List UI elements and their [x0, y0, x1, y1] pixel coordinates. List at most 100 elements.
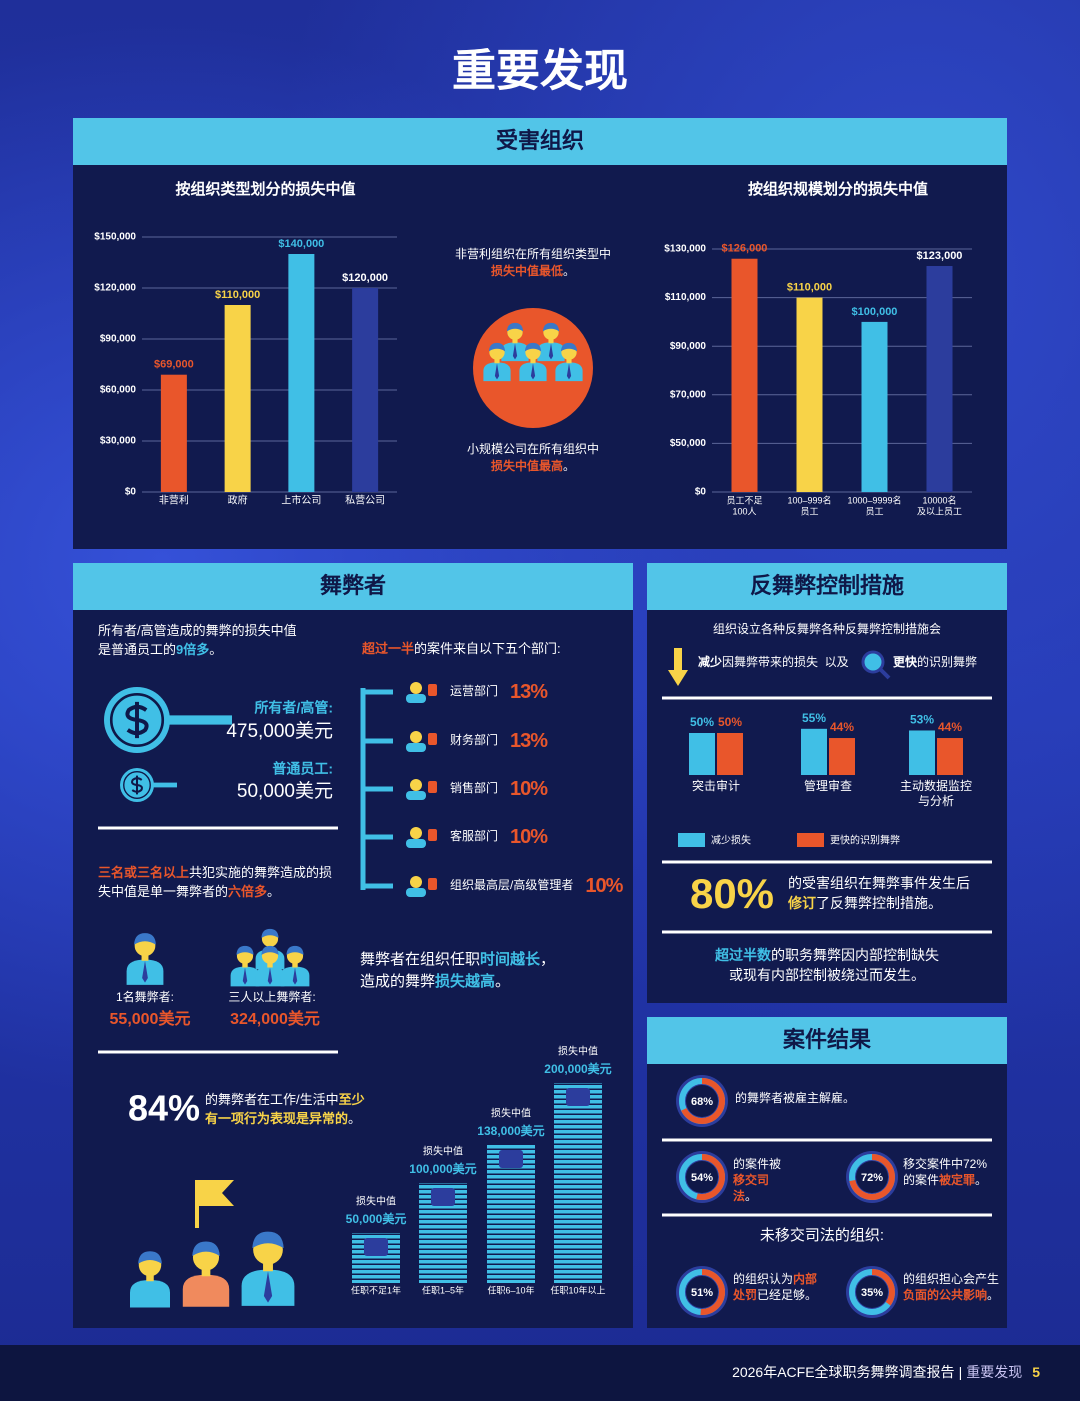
- text-segment: 负面的公共影响: [903, 1288, 988, 1302]
- text-segment: 。: [267, 883, 281, 899]
- person-hair: [236, 945, 254, 955]
- text-segment: 。: [975, 1173, 988, 1187]
- person-icon: [519, 342, 547, 382]
- person-hair: [506, 322, 524, 332]
- x-tick-label: 私营公司: [345, 494, 385, 507]
- donut-center: [856, 1161, 888, 1193]
- person-neck: [146, 1273, 154, 1282]
- note: 非营利组织在所有组织类型中损失中值最低。: [451, 246, 615, 281]
- person-hair: [524, 342, 542, 352]
- text-segment: 损失越高: [435, 972, 496, 990]
- person-hair: [261, 928, 279, 938]
- note: 三名或三名以上共犯实施的舞弊造成的损失中值是单一舞弊者的六倍多。: [98, 864, 336, 902]
- bar: [352, 288, 379, 492]
- text-segment: 更快: [893, 655, 918, 669]
- dept-icon: [428, 684, 437, 696]
- person-icon: [126, 933, 164, 985]
- note: 的组织担心会产生负面的公共影响。: [903, 1271, 1003, 1303]
- person-hair: [138, 1251, 162, 1264]
- bar: [689, 733, 715, 775]
- value-label: $123,000: [917, 250, 963, 262]
- text-segment: 的案件被: [733, 1157, 782, 1171]
- person-neck: [263, 1261, 273, 1272]
- employee-value: 50,000美元: [237, 780, 333, 802]
- donut-arc: [849, 1269, 895, 1315]
- person-neck: [548, 338, 554, 344]
- person-neck: [494, 358, 500, 364]
- note: 超过一半的案件来自以下五个部门:: [362, 640, 561, 659]
- text-segment: 已经足够。: [757, 1288, 818, 1302]
- person-icon: [555, 342, 583, 382]
- panel-heading: 受害组织: [496, 128, 584, 153]
- text-segment: 的识别舞弊: [917, 655, 978, 669]
- x-tick-label: 1000–9999名: [847, 494, 901, 505]
- person-tie: [566, 363, 572, 380]
- bar: [160, 374, 187, 492]
- text-segment: 。: [495, 972, 511, 990]
- person-hair: [542, 322, 560, 332]
- y-tick-label: $50,000: [670, 438, 707, 449]
- person-tie: [512, 343, 518, 360]
- panel-header: [647, 1017, 1007, 1064]
- owner-label: 所有者/高管:: [254, 700, 333, 716]
- y-tick-label: $130,000: [664, 244, 706, 255]
- text-segment: 舞弊者在组织任职: [360, 951, 481, 968]
- value-label: 50%: [718, 715, 742, 729]
- y-tick-label: $90,000: [670, 341, 707, 352]
- donut-center: [686, 1085, 718, 1117]
- x-tick-label: 任职不足1年: [351, 1284, 401, 1295]
- person-hair: [286, 945, 304, 955]
- x-tick-label: 任职10年以上: [550, 1284, 605, 1295]
- donut-center: [686, 1276, 718, 1308]
- multiple-label: 三人以上舞弊者:: [228, 989, 315, 1004]
- tenure-caption: 损失中值: [423, 1145, 463, 1158]
- person-tie: [263, 1271, 273, 1303]
- person-neck: [512, 338, 518, 344]
- flag: [199, 1180, 234, 1206]
- bar: [731, 258, 758, 492]
- footer: 2026年ACFE全球职务舞弊调查报告 | 重要发现 5: [0, 1362, 1040, 1382]
- note: 更快的识别舞弊: [893, 654, 977, 671]
- person-icon: [182, 1241, 230, 1307]
- money-badge: [431, 1188, 455, 1206]
- person-icon: [241, 1231, 295, 1306]
- bar: [861, 321, 888, 492]
- person-neck: [530, 358, 536, 364]
- text-segment: 非营利组织在所有组织类型中: [454, 247, 611, 261]
- text-segment: 移交司法: [733, 1173, 770, 1203]
- person-hair: [488, 342, 506, 352]
- x-tick-label: 突击审计: [692, 778, 740, 793]
- donut-label: 51%: [691, 1287, 713, 1299]
- department-share: 13%: [510, 680, 548, 703]
- bar: [937, 738, 963, 775]
- x-tick-label: 主动数据监控: [900, 778, 972, 793]
- department-name: 组织最高层/高级管理者: [450, 878, 574, 893]
- person-icon: [501, 322, 529, 362]
- magnifier-handle: [878, 667, 891, 680]
- text-segment: 内部处罚: [733, 1272, 818, 1302]
- text-segment: 。: [348, 1110, 362, 1126]
- person-tie: [267, 967, 273, 985]
- arrow-icon: [668, 648, 688, 686]
- coin-bar: [137, 782, 177, 788]
- value-label: $126,000: [722, 243, 768, 255]
- note: 的受害组织在舞弊事件发生后修订了反舞弊控制措施。: [788, 873, 978, 914]
- person-tie: [142, 960, 148, 983]
- y-tick-label: $0: [695, 487, 707, 498]
- dept-icon: [410, 731, 422, 743]
- donut-arc: [849, 1154, 895, 1200]
- dept-icon: [406, 694, 426, 703]
- panel-heading: 案件结果: [782, 1027, 871, 1052]
- donut-arc: [679, 1078, 725, 1124]
- x-tick-label: 100–999名: [787, 494, 831, 505]
- owner-value: 475,000美元: [226, 720, 333, 742]
- person-hair: [252, 1231, 284, 1249]
- panel: [647, 563, 1007, 1003]
- dept-icon: [410, 827, 422, 839]
- bar: [224, 305, 251, 492]
- note: 所有者/高管造成的舞弊的损失中值是普通员工的9倍多。: [98, 622, 304, 660]
- bar: [909, 730, 935, 775]
- x-tick-label: 与分析: [918, 794, 954, 808]
- person-icon: [255, 945, 285, 987]
- dept-icon: [410, 682, 422, 694]
